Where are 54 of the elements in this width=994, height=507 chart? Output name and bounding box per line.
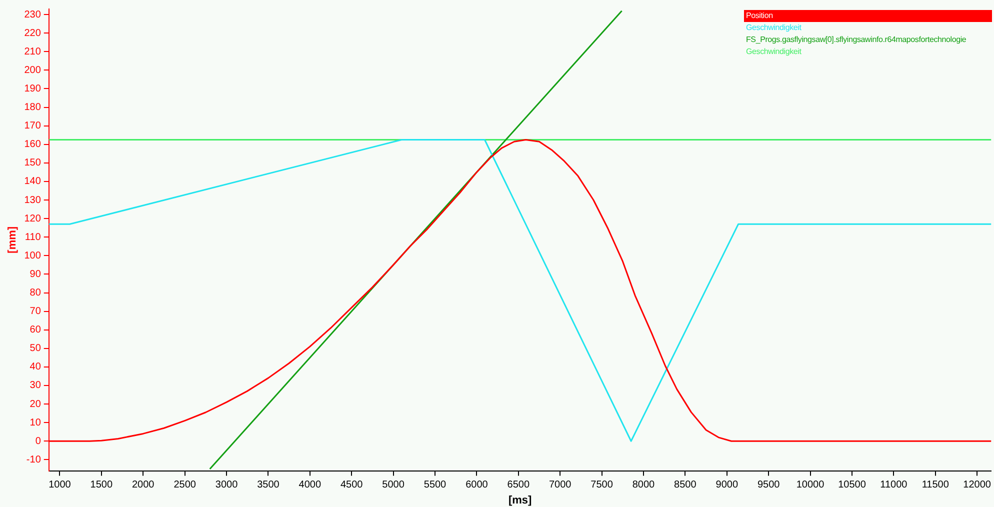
x-tick-label: 2500 xyxy=(174,480,196,491)
text: Geschwindigkeit xyxy=(745,46,802,58)
x-tick-label: 1500 xyxy=(90,480,113,491)
y-tick-label: 10 xyxy=(30,417,42,428)
text: FS_Progs.gasflyingsaw[0].sflyingsawinfo.r64maposfortechnologie xyxy=(745,34,968,46)
y-tick-label: 200 xyxy=(24,64,42,76)
x-tick-label: 2000 xyxy=(132,480,155,491)
y-tick-label: 60 xyxy=(30,324,42,336)
y-tick-label: 210 xyxy=(24,46,42,58)
x-tick-label: 11000 xyxy=(880,480,908,491)
x-tick-label: 8500 xyxy=(674,480,697,491)
x-axis-title: [ms] xyxy=(508,494,532,506)
y-tick-label: 80 xyxy=(30,288,42,299)
y-tick-label: 90 xyxy=(30,268,42,280)
text: Position xyxy=(744,10,992,22)
x-tick-label: 6000 xyxy=(466,480,488,491)
x-tick-label: 3500 xyxy=(257,480,280,491)
y-tick-label: 50 xyxy=(30,343,42,354)
x-tick-label: 3000 xyxy=(215,480,238,491)
y-tick-label: 220 xyxy=(24,28,42,39)
x-tick-label: 8000 xyxy=(632,480,656,491)
x-tick-label: 5000 xyxy=(382,480,405,491)
x-tick-label: 6500 xyxy=(507,480,530,491)
x-tick-label: 1000 xyxy=(48,480,72,491)
y-tick-label: 40 xyxy=(30,362,42,373)
x-tick-label: 7000 xyxy=(548,480,572,491)
x-tick-label: 12000 xyxy=(963,480,992,491)
x-tick-label: 10500 xyxy=(838,480,866,491)
x-tick-label: 10000 xyxy=(796,480,825,491)
x-tick-label: 5500 xyxy=(424,480,447,491)
x-tick-label: 11500 xyxy=(922,480,950,491)
x-tick-label: 9500 xyxy=(757,480,780,491)
y-tick-label: 190 xyxy=(24,84,42,94)
y-tick-label: 180 xyxy=(24,102,42,114)
y-tick-label: 30 xyxy=(30,380,42,392)
text: Geschwindigkeit xyxy=(745,22,802,34)
y-tick-label: 140 xyxy=(24,176,42,188)
x-tick-label: 4000 xyxy=(298,480,322,491)
y-tick-label: 120 xyxy=(24,213,42,224)
y-axis-title: [mm] xyxy=(6,226,19,254)
y-tick-label: 150 xyxy=(24,158,42,169)
y-tick-label: 100 xyxy=(24,250,42,262)
y-tick-label: 0 xyxy=(35,436,42,447)
y-tick-label: 70 xyxy=(30,306,42,318)
y-tick-label: 130 xyxy=(24,194,42,206)
y-tick-label: -10 xyxy=(26,454,42,466)
y-tick-label: 170 xyxy=(24,120,42,132)
x-tick-label: 7500 xyxy=(590,480,614,491)
y-tick-label: 20 xyxy=(30,398,42,410)
x-tick-label: 4500 xyxy=(340,480,364,491)
x-tick-label: 9000 xyxy=(716,480,738,491)
y-tick-label: 110 xyxy=(24,232,42,243)
y-tick-label: 230 xyxy=(24,9,42,20)
y-tick-label: 160 xyxy=(24,139,42,150)
